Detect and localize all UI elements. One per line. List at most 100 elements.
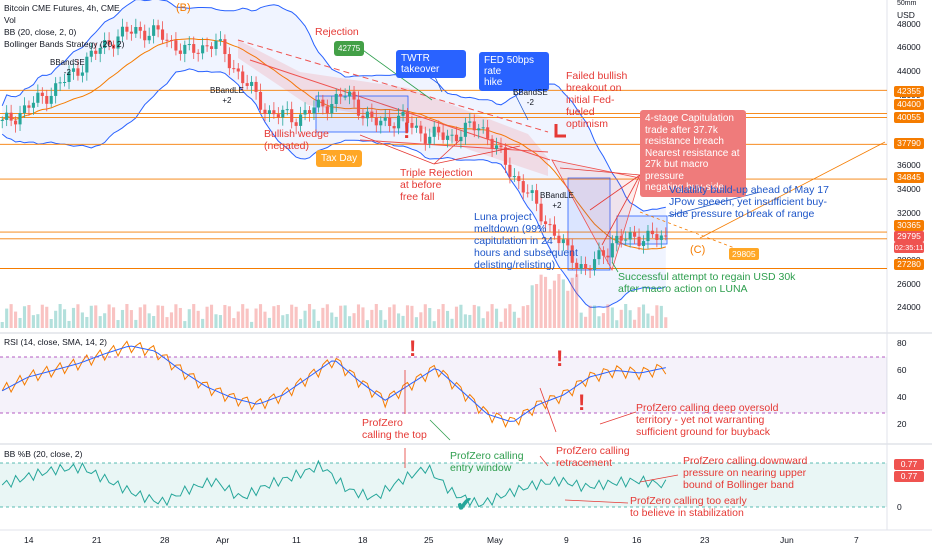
candle-body: [63, 81, 67, 83]
rejection-price-box: 42775: [334, 41, 365, 56]
volume-bar: [570, 277, 574, 328]
candle-body: [419, 125, 423, 134]
candle-body: [236, 68, 240, 72]
volatility-note: Volatility build-up ahead of May 17 JPow…: [669, 184, 829, 220]
volume-bar: [5, 308, 9, 328]
candle-body: [383, 117, 387, 121]
volume-bar: [526, 305, 530, 328]
volume-bar: [463, 314, 467, 328]
volume-bar: [218, 315, 222, 328]
candle-body: [40, 92, 44, 96]
candle-body: [107, 40, 111, 45]
volume-bar: [330, 312, 334, 328]
candle-body: [606, 255, 610, 258]
wedge-box: [315, 95, 409, 133]
price-tick-32000: 32000: [897, 207, 921, 218]
volume-bar: [54, 310, 58, 328]
x-tick-28: 28: [160, 535, 170, 545]
volume-bar: [80, 312, 84, 328]
volume-bar: [125, 304, 129, 328]
bbp-tag-2: 0.77: [894, 471, 924, 482]
volume-bar: [584, 316, 588, 328]
volume-bar: [250, 321, 254, 328]
fed-box: FED 50bps rate hike: [479, 52, 549, 91]
candle-body: [89, 50, 93, 57]
candle-body: [348, 91, 352, 97]
candle-body: [174, 40, 178, 51]
candle-body: [548, 224, 552, 226]
bb-label: BB (20, close, 2, 0): [4, 27, 77, 37]
volume-bar: [165, 317, 169, 328]
candle-body: [597, 250, 601, 260]
candle-body: [330, 103, 334, 114]
candle-body: [552, 224, 556, 236]
volume-bar: [512, 311, 516, 328]
volume-bar: [85, 316, 89, 328]
price-tick-26000: 26000: [897, 278, 921, 289]
rsi-drop-pointer: [539, 387, 557, 433]
price-tick-46000: 46000: [897, 42, 921, 53]
volume-bar: [517, 317, 521, 328]
triple-pointer-3: [433, 145, 521, 165]
volume-bar: [343, 305, 347, 328]
candle-body: [223, 39, 227, 55]
rsi-line: [1, 340, 667, 428]
candle-body: [14, 120, 18, 125]
candle-body: [196, 52, 200, 54]
volume-bar: [646, 313, 650, 328]
candle-body: [183, 44, 187, 54]
candle-body: [241, 71, 245, 84]
volume-bar: [89, 305, 93, 328]
candle-body: [307, 110, 312, 114]
volume-bar: [379, 310, 383, 328]
volume-bar: [156, 305, 160, 328]
regain-note: Successful attempt to regain USD 30k aft…: [618, 271, 796, 295]
x-tick-jun: Jun: [780, 535, 794, 545]
candle-body: [312, 107, 316, 114]
volume-bar: [499, 321, 503, 328]
candle-body: [263, 109, 267, 114]
candle-body: [187, 44, 191, 46]
candle-body: [512, 176, 516, 178]
bbp-line: [1, 459, 667, 508]
volume-bar: [543, 276, 548, 328]
volume-bar: [241, 304, 245, 328]
volume-bar: [655, 305, 659, 328]
candle-body: [499, 145, 503, 148]
volume-bar: [650, 315, 654, 328]
volume-bar: [285, 314, 289, 328]
tag-29795: 29795: [894, 231, 924, 242]
l-marker: [554, 124, 566, 138]
bb-retrace-note: ProfZero calling retracement: [556, 445, 630, 469]
volume-bar: [339, 305, 343, 328]
bbandse-marker-1: BBandSE -2: [50, 58, 85, 77]
alert-icon-rsi-1: !: [409, 336, 417, 361]
tag-37790: 37790: [894, 138, 924, 149]
rsi-label: RSI (14, close, SMA, 14, 2): [4, 337, 107, 347]
alert-icon-rsi-3: !: [578, 390, 586, 415]
volume-bar: [14, 311, 18, 328]
bb-downward-pointer: [639, 474, 679, 483]
volume-bar: [160, 305, 165, 328]
twtr-box: TWTR takeover: [396, 50, 466, 78]
volume-bar: [0, 322, 4, 328]
candle-body: [214, 40, 218, 49]
volume-bar: [468, 314, 472, 328]
candle-body: [218, 39, 222, 41]
candle-body: [9, 112, 13, 121]
candle-body: [112, 44, 116, 49]
volume-bar: [414, 317, 418, 328]
volume-bar: [521, 306, 525, 328]
candle-body: [156, 25, 160, 30]
volume-bar: [312, 309, 316, 328]
candle-body: [579, 264, 583, 269]
candle-body: [374, 117, 378, 126]
candle-body: [290, 109, 294, 123]
candle-body: [272, 110, 276, 115]
volume-bar: [9, 304, 13, 328]
bollinger-basis-line: [1, 38, 666, 250]
volume-bar: [232, 318, 236, 328]
candle-body: [655, 234, 659, 240]
candle-body: [45, 95, 49, 104]
rsi-oversold-pointer: [599, 411, 637, 425]
